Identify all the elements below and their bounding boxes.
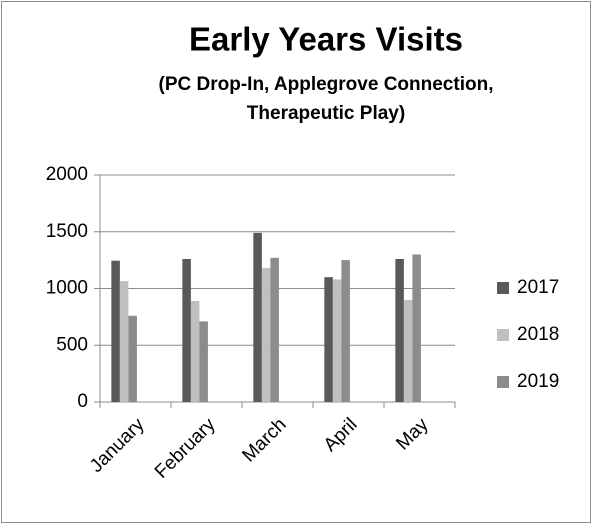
legend-swatch bbox=[497, 376, 509, 388]
bar bbox=[111, 260, 120, 402]
y-tick-label: 1500 bbox=[46, 221, 88, 242]
bar bbox=[199, 321, 208, 402]
chart-subtitle: (PC Drop-In, Applegrove Connection, bbox=[159, 74, 494, 95]
legend-label: 2019 bbox=[517, 371, 559, 392]
bar bbox=[190, 300, 200, 402]
bar bbox=[395, 258, 404, 402]
bar bbox=[128, 315, 137, 402]
bar bbox=[261, 268, 271, 402]
chart-subtitle: Therapeutic Play) bbox=[247, 103, 405, 124]
bar bbox=[119, 281, 129, 402]
bar bbox=[270, 257, 279, 402]
bar bbox=[332, 279, 342, 402]
bar bbox=[403, 299, 413, 402]
bar bbox=[412, 254, 421, 402]
legend-swatch bbox=[497, 329, 509, 341]
bar bbox=[324, 277, 333, 402]
chart-title: Early Years Visits bbox=[189, 21, 463, 58]
y-tick-label: 2000 bbox=[46, 164, 88, 185]
legend-label: 2018 bbox=[517, 324, 559, 345]
bar bbox=[253, 232, 262, 402]
bar bbox=[341, 260, 350, 402]
y-tick-label: 500 bbox=[56, 334, 88, 355]
y-tick-label: 0 bbox=[77, 391, 88, 412]
y-tick-label: 1000 bbox=[46, 278, 88, 299]
legend-label: 2017 bbox=[517, 277, 559, 298]
bar bbox=[182, 258, 191, 402]
legend-swatch bbox=[497, 282, 509, 294]
